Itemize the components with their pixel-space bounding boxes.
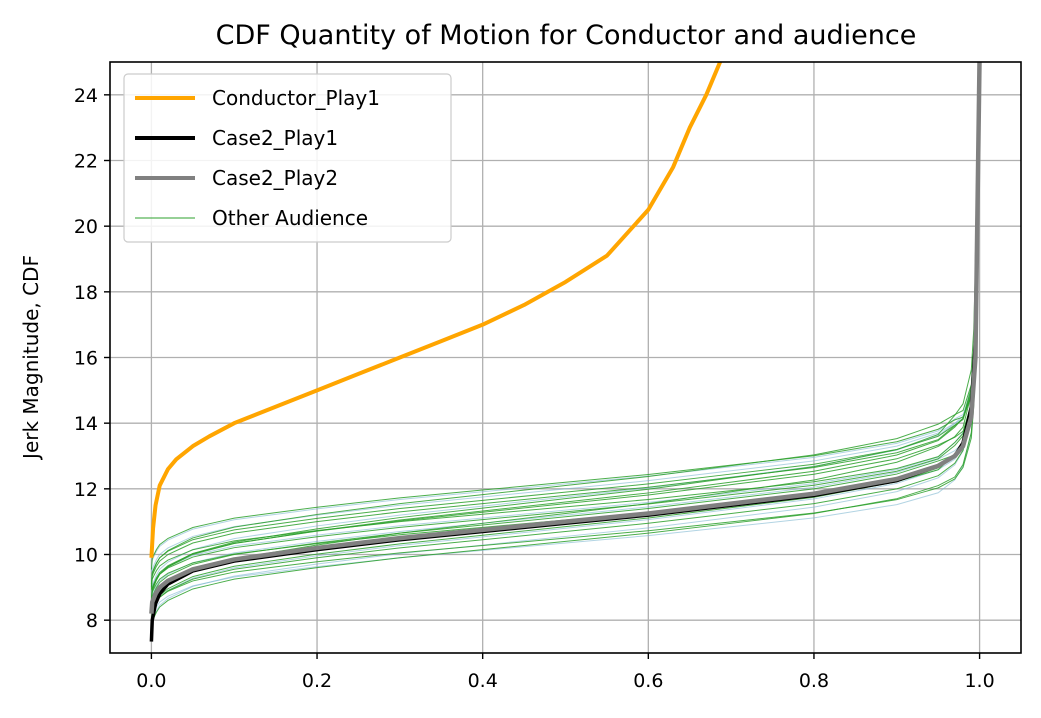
x-tick-label: 0.4	[468, 670, 498, 692]
y-tick-label: 22	[74, 151, 98, 173]
legend-label: Conductor_Play1	[212, 86, 380, 110]
y-tick-label: 18	[74, 282, 98, 304]
y-tick-label: 12	[74, 479, 98, 501]
audience-line	[150, 62, 980, 634]
y-tick-label: 20	[74, 216, 98, 238]
x-tick-label: 0.8	[799, 670, 829, 692]
legend-label: Other Audience	[212, 206, 368, 230]
y-tick-label: 10	[74, 545, 98, 567]
y-tick-label: 24	[74, 85, 98, 107]
audience-line	[150, 62, 980, 587]
x-tick-label: 0.0	[136, 670, 166, 692]
y-tick-label: 14	[74, 413, 98, 435]
axis-ticks: 0.0 0.2 0.4 0.6 0.8 1.0 8 10 12 14 16 18 20 22 24	[74, 85, 995, 692]
series-line-conductor-play1	[149, 62, 723, 558]
y-tick-label: 16	[74, 348, 98, 370]
x-tick-label: 0.6	[633, 670, 663, 692]
x-tick-label: 0.2	[302, 670, 332, 692]
audience-line	[150, 62, 980, 604]
y-tick-label: 8	[86, 610, 98, 632]
audience-line	[150, 62, 980, 621]
legend: Conductor_Play1 Case2_Play1 Case2_Play2 Oth…	[123, 73, 452, 243]
chart-title: CDF Quantity of Motion for Conductor and…	[216, 20, 917, 51]
legend-box	[123, 73, 452, 243]
legend-label: Case2_Play2	[212, 166, 338, 190]
y-axis-label: Jerk Magnitude, CDF	[19, 255, 43, 461]
x-tick-label: 1.0	[964, 670, 994, 692]
legend-label: Case2_Play1	[212, 126, 338, 150]
series-line-case2-play2	[149, 62, 982, 614]
series-lines	[149, 62, 982, 642]
